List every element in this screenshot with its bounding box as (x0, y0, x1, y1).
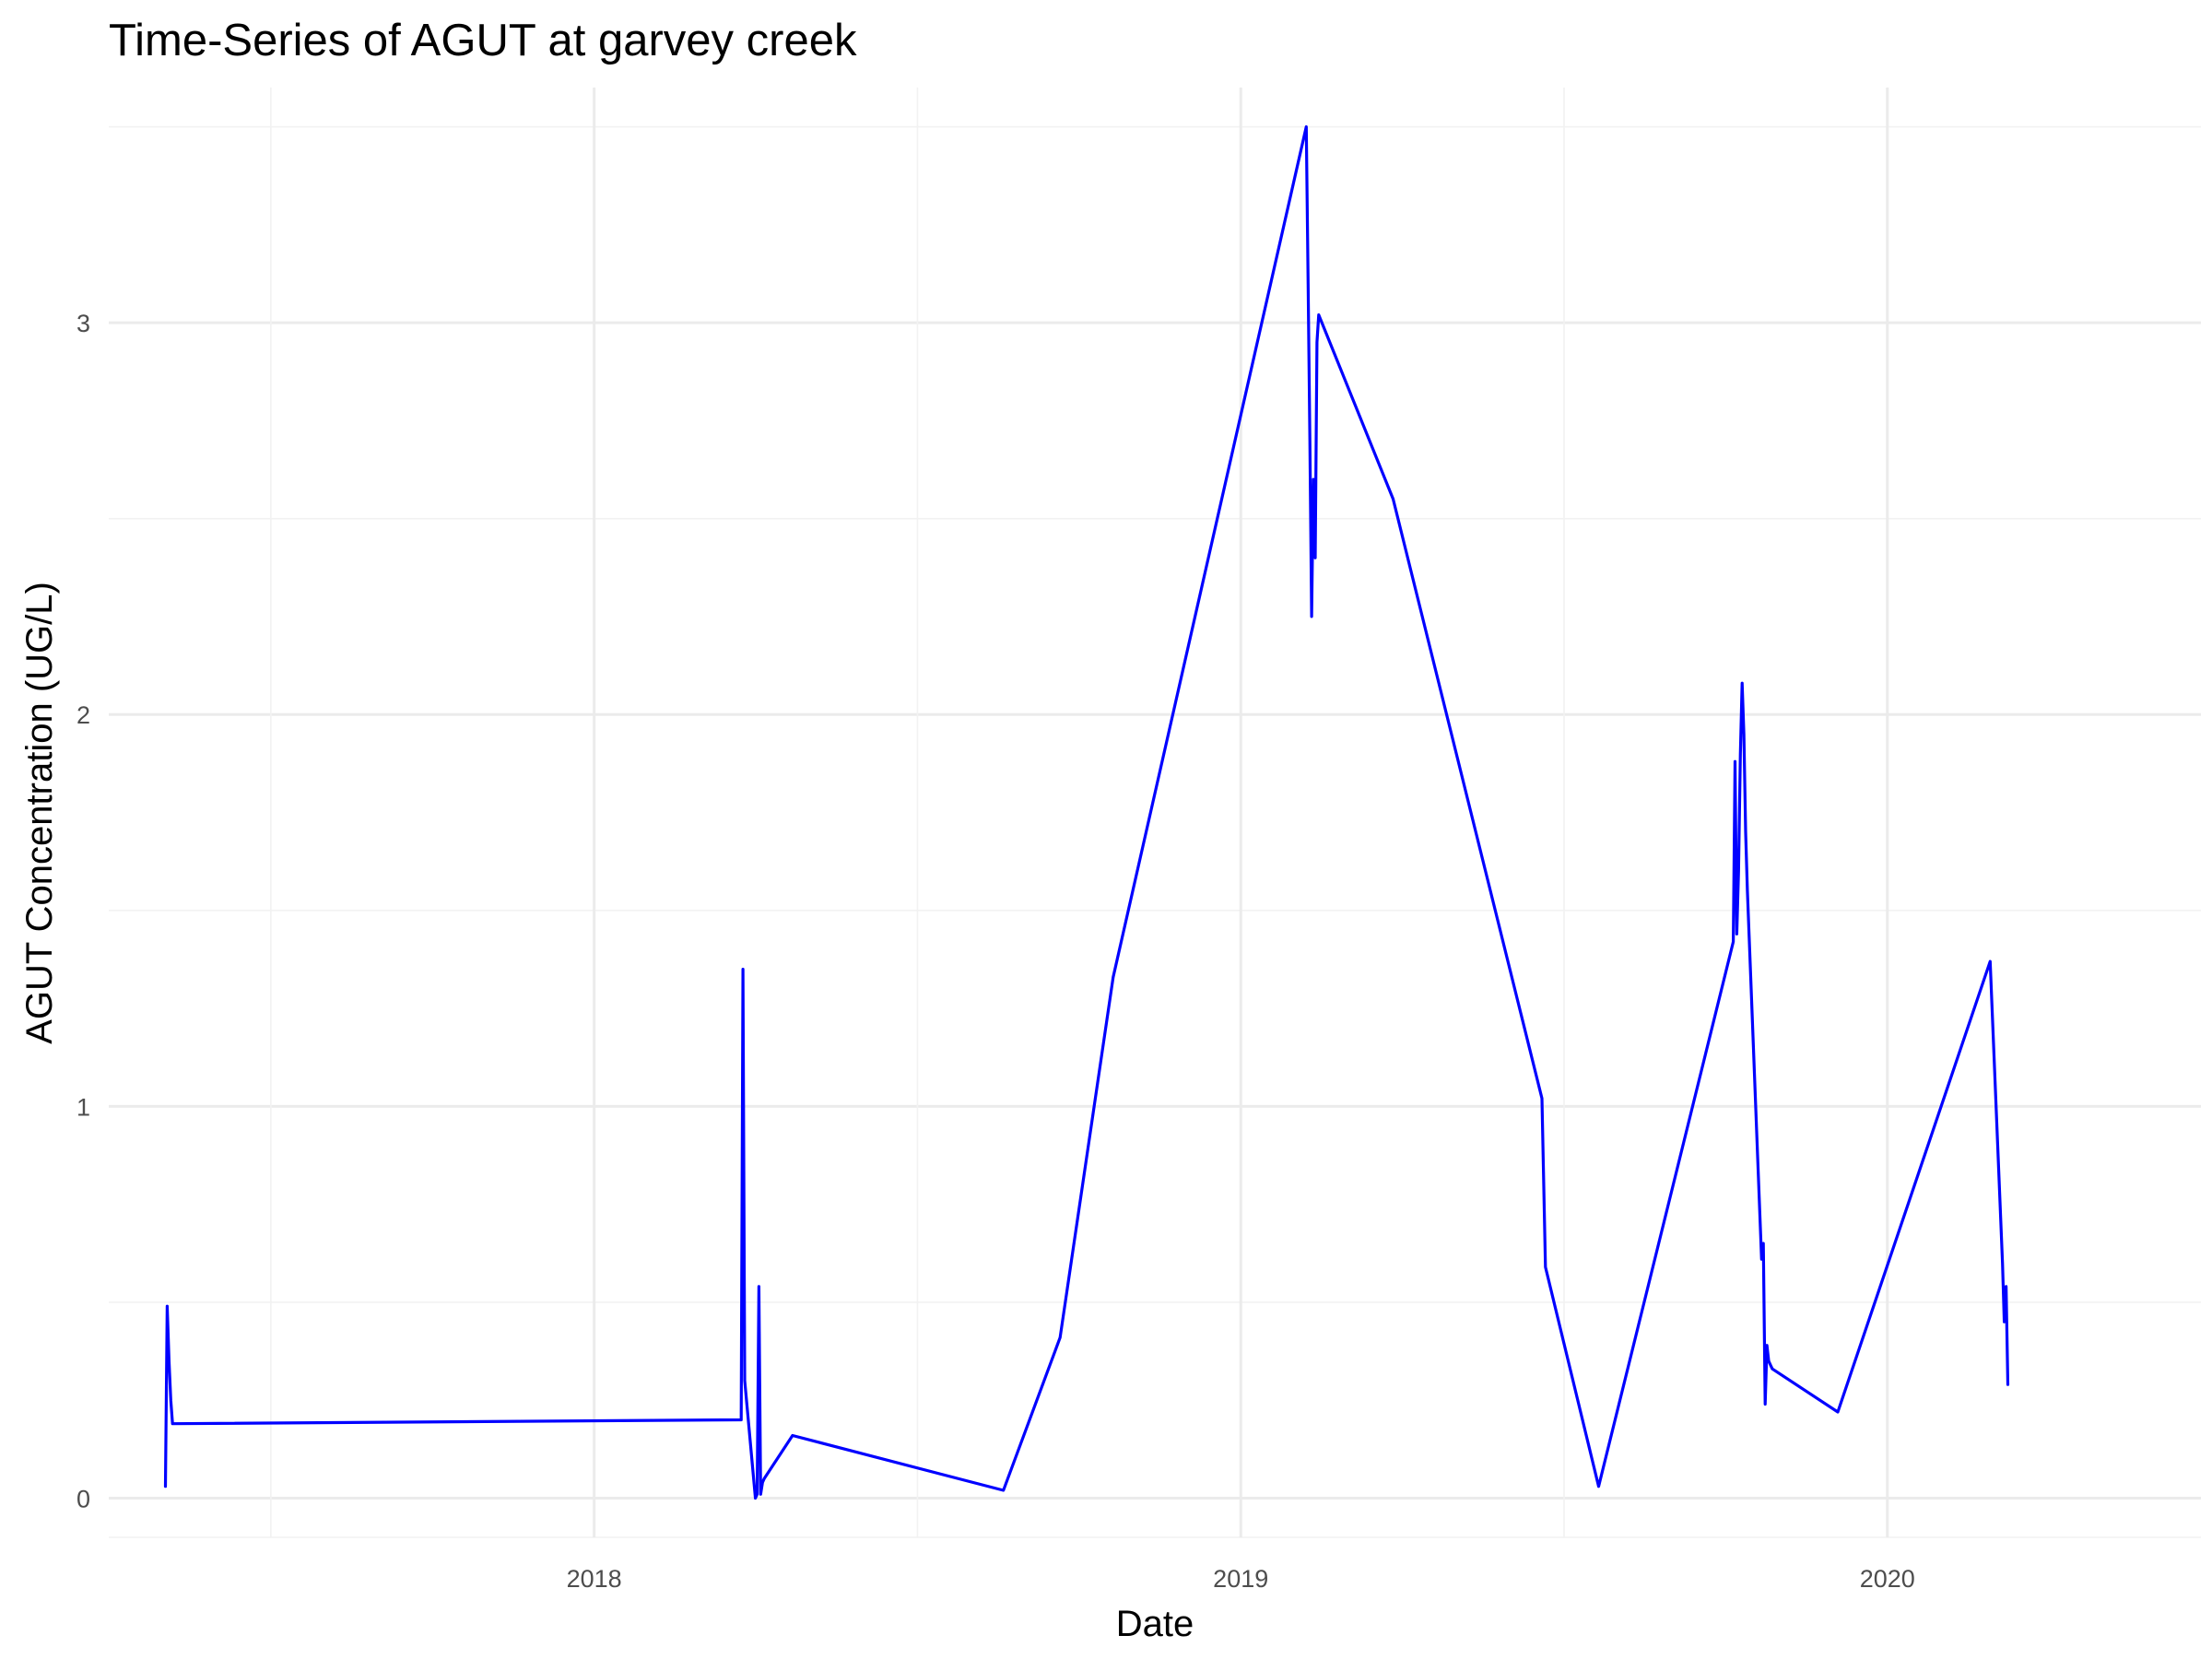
series-line (163, 124, 2010, 1500)
y-tick-label: 1 (76, 1093, 90, 1121)
y-tick-label: 3 (76, 310, 90, 337)
tick-labels: 0 1 2 3 2018 2019 2020 (76, 310, 1915, 1593)
x-tick-label: 2018 (567, 1565, 622, 1593)
x-tick-label: 2020 (1860, 1565, 1915, 1593)
y-tick-label: 2 (76, 701, 90, 729)
chart-title: Time-Series of AGUT at garvey creek (109, 16, 857, 65)
x-tick-label: 2019 (1213, 1565, 1268, 1593)
x-axis-title: Date (1116, 1604, 1194, 1644)
y-axis-title: AGUT Concentration (UG/L) (19, 582, 60, 1044)
grid (109, 88, 2201, 1538)
y-tick-label: 0 (76, 1485, 90, 1512)
